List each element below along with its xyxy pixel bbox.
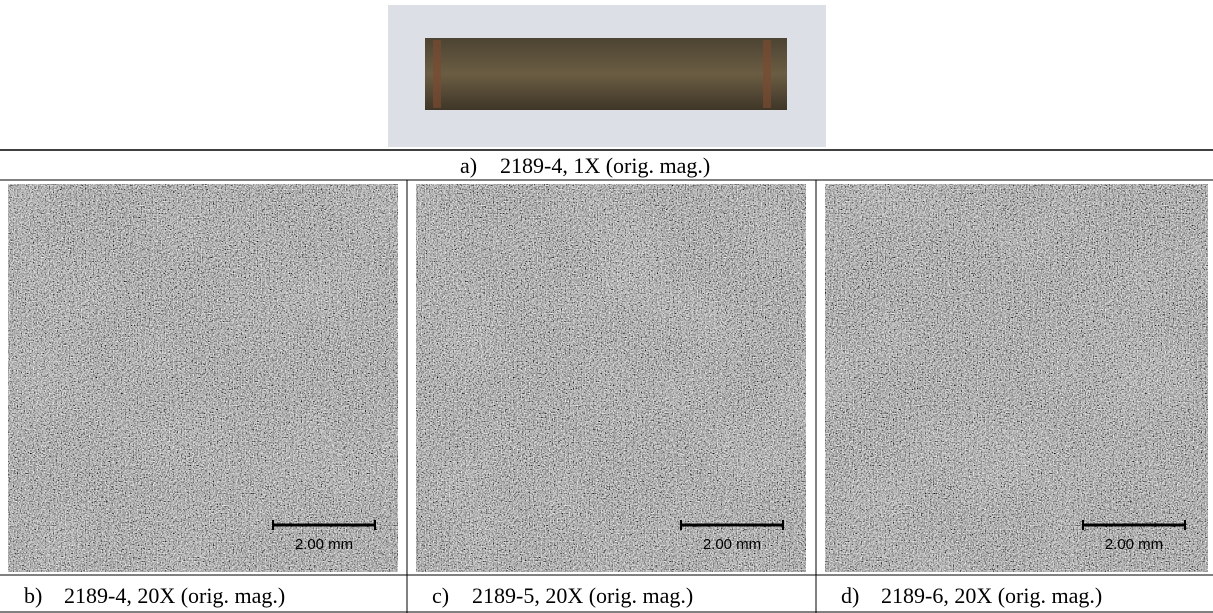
micrograph-shading [416,184,806,572]
specimen-photo [388,5,826,147]
micrograph-shading [825,184,1208,572]
panel-label: a) [460,153,477,178]
panel-caption: 2189-4, 1X (orig. mag.) [500,153,710,178]
panel-label: b) [24,583,42,608]
panel-caption: 2189-4, 20X (orig. mag.) [64,583,285,608]
panel-label: c) [432,583,449,608]
figure: a) 2189-4, 1X (orig. mag.) 2.00 mm b) 2189… [0,0,1213,613]
panel-caption: 2189-6, 20X (orig. mag.) [881,583,1102,608]
scale-bar-label: 2.00 mm [703,536,761,553]
micrographs: 2.00 mm b) 2189-4, 20X (orig. mag.) 2.00 mm… [8,184,1208,608]
scale-bar-label: 2.00 mm [1105,536,1163,553]
panel-caption: 2189-5, 20X (orig. mag.) [472,583,693,608]
scale-bar-label: 2.00 mm [295,536,353,553]
panel-label: d) [841,583,859,608]
micrograph-shading [8,184,398,572]
